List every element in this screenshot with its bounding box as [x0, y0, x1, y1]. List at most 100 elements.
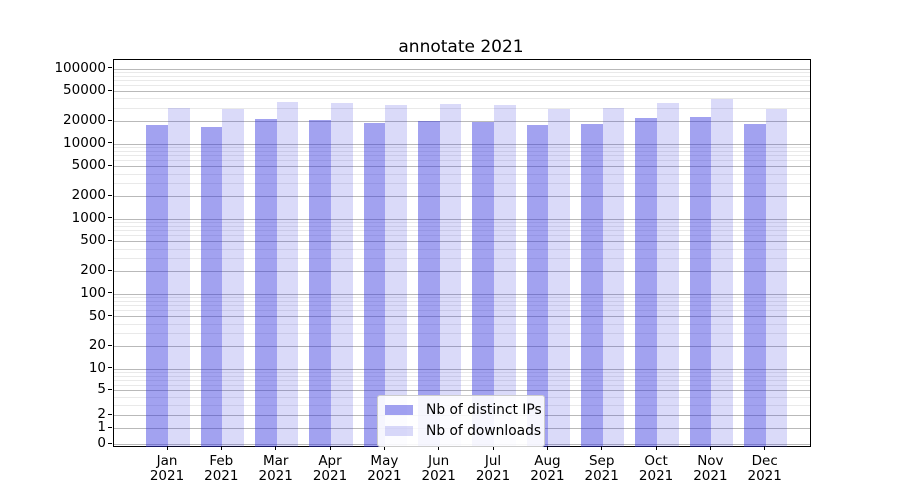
xtick-label-aug: Aug 2021: [515, 454, 579, 484]
xtick-mark-jul: [492, 445, 494, 450]
gridline-minor-7: [113, 379, 810, 381]
bar-nb-of-distinct-ips-may: [363, 122, 386, 447]
xtick-label-sep: Sep 2021: [570, 454, 634, 484]
xtick-month: Oct: [644, 453, 668, 469]
bar-nb-of-downloads-may: [385, 104, 408, 447]
gridline-minor-800: [113, 226, 810, 228]
gridline-minor-3000: [113, 182, 810, 184]
xtick-yearline: 2021: [149, 468, 185, 484]
ytick-mark-1: [108, 426, 112, 428]
bar-nb-of-distinct-ips-mar: [255, 119, 277, 447]
ytick-label-0: 0: [97, 435, 106, 451]
xtick-month: Apr: [318, 453, 342, 469]
xtick-yearline: 2021: [693, 468, 728, 484]
gridline-major-20000: [113, 121, 810, 123]
gridline-minor-90000: [113, 72, 810, 74]
xtick-mark-sep: [601, 445, 603, 450]
ytick-mark-0: [108, 442, 112, 444]
bar-nb-of-distinct-ips-jul: [472, 121, 494, 447]
ytick-label-100000: 100000: [54, 59, 106, 76]
xtick-mark-jun: [438, 445, 440, 450]
xtick-yearline: 2021: [584, 468, 619, 484]
gridline-minor-300: [113, 258, 810, 260]
xtick-month: Sep: [588, 453, 615, 469]
xtick-mark-nov: [709, 445, 711, 450]
bar-nb-of-downloads-sep: [602, 107, 625, 447]
ytick-mark-50: [108, 315, 112, 316]
legend-label-distinct-ips: Nb of distinct IPs: [426, 401, 542, 418]
xtick-month: Jan: [156, 453, 178, 469]
ytick-mark-200: [108, 269, 112, 271]
xtick-month: Jun: [428, 453, 450, 469]
ytick-mark-20: [108, 344, 112, 346]
bar-nb-of-downloads-jan: [168, 107, 190, 447]
gridline-minor-400: [113, 248, 810, 250]
ytick-mark-500: [108, 239, 112, 241]
xtick-label-dec: Dec 2021: [733, 454, 797, 484]
ytick-mark-5000: [108, 164, 112, 166]
bar-nb-of-downloads-jun: [439, 103, 462, 447]
gridline-minor-4000: [113, 173, 810, 175]
ytick-mark-20000: [108, 119, 112, 121]
gridline-major-100: [113, 293, 810, 295]
ytick-label-1000: 1000: [71, 209, 106, 226]
xtick-label-jan: Jan 2021: [135, 454, 199, 484]
ytick-mark-2000: [108, 194, 112, 196]
gridline-minor-9000: [113, 147, 810, 149]
bar-nb-of-distinct-ips-jan: [146, 124, 168, 447]
bar-nb-of-distinct-ips-nov: [689, 116, 712, 447]
xtick-month: May: [370, 453, 399, 469]
gridline-minor-60000: [113, 85, 810, 87]
gridline-minor-700: [113, 230, 810, 232]
gridline-major-2000: [113, 196, 810, 198]
gridline-major-500: [113, 241, 810, 243]
bar-nb-of-downloads-nov: [711, 99, 734, 447]
xtick-label-nov: Nov 2021: [678, 454, 742, 484]
gridline-minor-600: [113, 235, 810, 237]
xtick-month: Feb: [209, 453, 234, 469]
xtick-month: Mar: [262, 453, 289, 469]
xtick-month: Nov: [697, 453, 724, 469]
gridline-minor-8: [113, 375, 810, 377]
bar-nb-of-distinct-ips-sep: [581, 124, 603, 447]
bar-nb-of-downloads-mar: [276, 102, 299, 447]
legend: Nb of distinct IPs Nb of downloads: [377, 394, 545, 447]
ytick-label-20000: 20000: [63, 112, 106, 129]
xtick-label-jun: Jun 2021: [407, 454, 471, 484]
xtick-label-oct: Oct 2021: [624, 454, 688, 484]
bar-nb-of-distinct-ips-apr: [309, 119, 331, 447]
gridline-minor-80000: [113, 75, 810, 77]
plot-area: [112, 59, 811, 447]
gridline-major-5000: [113, 166, 810, 168]
bar-nb-of-distinct-ips-aug: [526, 124, 549, 447]
gridline-minor-30000: [113, 107, 810, 109]
ytick-label-200: 200: [80, 262, 106, 279]
xtick-mark-mar: [275, 445, 277, 450]
gridline-minor-8000: [113, 150, 810, 152]
gridline-minor-9: [113, 371, 810, 373]
gridline-minor-900: [113, 222, 810, 224]
xtick-label-feb: Feb 2021: [189, 454, 253, 484]
ytick-mark-100000: [108, 67, 112, 69]
bar-nb-of-downloads-feb: [222, 108, 244, 447]
ytick-label-2000: 2000: [71, 187, 106, 204]
xtick-mark-oct: [655, 445, 657, 450]
ytick-label-1: 1: [97, 419, 106, 436]
bar-nb-of-downloads-aug: [548, 108, 571, 447]
chart-title: annotate 2021: [398, 37, 524, 57]
xtick-yearline: 2021: [747, 468, 782, 484]
ytick-mark-2: [108, 413, 112, 415]
ytick-mark-1000: [108, 217, 112, 219]
xtick-label-may: May 2021: [352, 454, 416, 484]
ytick-mark-50000: [108, 89, 112, 91]
bar-nb-of-distinct-ips-feb: [200, 126, 223, 447]
xtick-label-mar: Mar 2021: [244, 454, 308, 484]
bar-nb-of-downloads-oct: [657, 102, 679, 447]
gridline-major-50000: [113, 91, 810, 93]
xtick-month: Jul: [484, 453, 502, 469]
legend-item-distinct-ips: Nb of distinct IPs: [385, 402, 542, 418]
bar-nb-of-downloads-apr: [331, 102, 353, 447]
xtick-yearline: 2021: [258, 468, 293, 484]
ytick-mark-10: [108, 367, 112, 369]
